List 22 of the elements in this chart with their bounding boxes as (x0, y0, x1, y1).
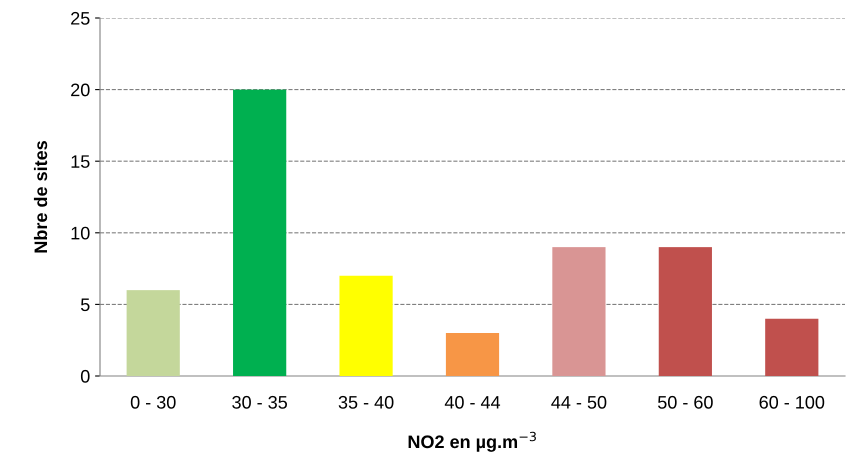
x-tick-label: 40 - 44 (444, 396, 500, 409)
x-tick-label: 35 - 40 (338, 396, 394, 409)
x-tick-label: 0 - 30 (130, 396, 176, 409)
bar (233, 90, 286, 376)
x-tick-label: 44 - 50 (551, 396, 606, 409)
bar (446, 333, 500, 376)
bar (658, 247, 712, 376)
y-tick-label: 20 (71, 84, 90, 96)
bar (552, 247, 606, 376)
x-axis-title: NO2 en µg.m$^{−3}$ (408, 432, 536, 452)
x-tick-label: 50 - 60 (658, 396, 713, 409)
bar (339, 276, 393, 376)
y-axis-title: Nbre de sites (34, 141, 48, 252)
y-tick-label: 10 (72, 226, 90, 240)
y-tick-label: 0 (80, 370, 90, 383)
y-tick-label: 15 (72, 155, 90, 168)
x-tick-label: 60 - 100 (760, 396, 824, 409)
y-tick-label: 5 (80, 298, 90, 312)
x-tick-label: 30 - 35 (232, 396, 287, 409)
bar (765, 318, 818, 376)
bar (126, 290, 180, 376)
y-tick-label: 25 (71, 12, 90, 25)
